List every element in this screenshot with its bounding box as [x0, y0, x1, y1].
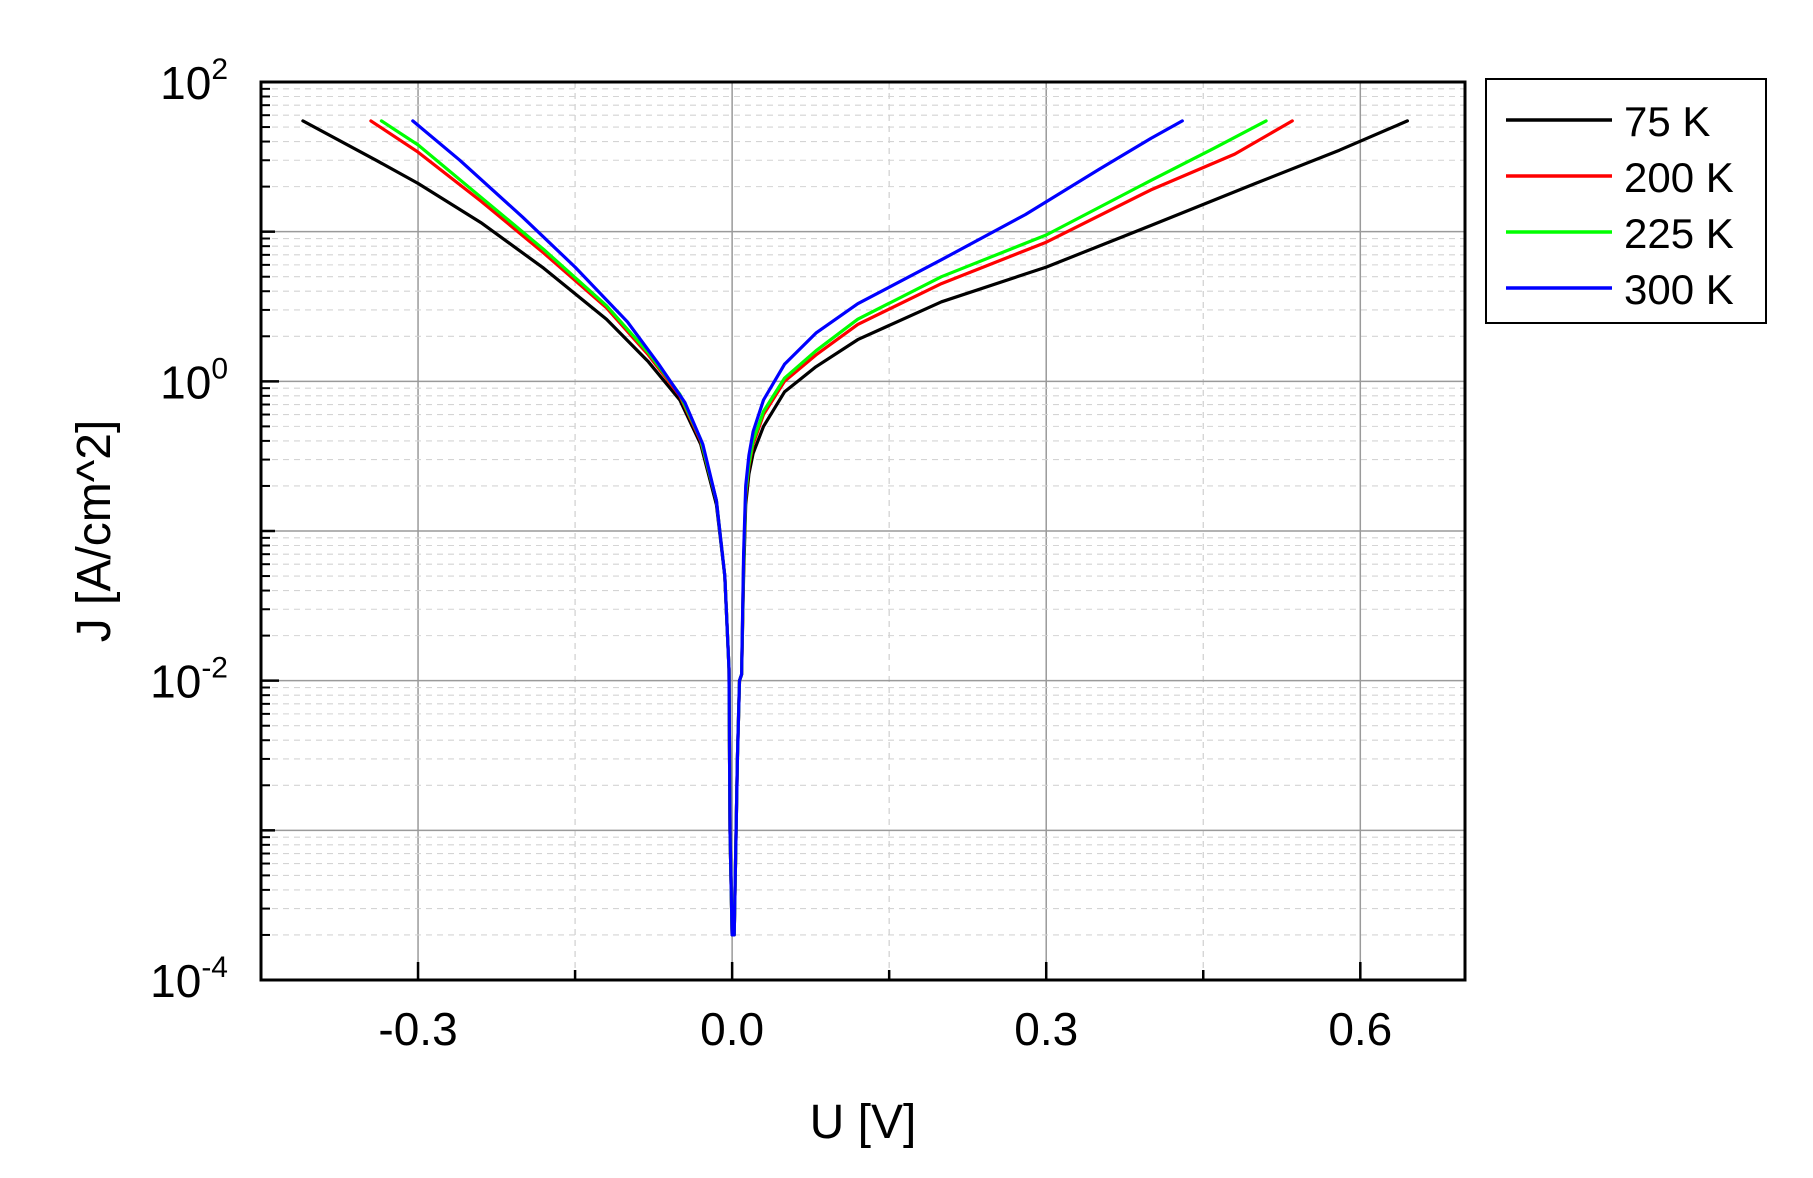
legend-label: 225 K: [1624, 210, 1734, 257]
series-layer: [301, 119, 1410, 937]
series-line-225-k: [379, 119, 1268, 937]
x-tick-label: -0.3: [378, 1003, 457, 1055]
x-tick-label: 0.6: [1328, 1003, 1392, 1055]
series-line-300-k: [411, 119, 1184, 937]
grid-layer: [261, 82, 1465, 980]
y-tick-label: 102: [160, 53, 228, 109]
legend: 75 K 200 K 225 K 300 K: [1485, 78, 1767, 324]
tick-layer: [261, 80, 1362, 982]
x-axis-label: U [V]: [810, 1096, 917, 1149]
y-tick-exponent: -2: [201, 652, 228, 685]
y-tick-label: 10-2: [150, 652, 228, 708]
legend-label: 75 K: [1624, 98, 1710, 145]
y-axis-label: J [A/cm^2]: [68, 420, 121, 643]
y-tick-label: 100: [160, 352, 228, 408]
y-tick-base: 10: [160, 57, 211, 109]
x-tick-label: 0.3: [1014, 1003, 1078, 1055]
legend-label: 300 K: [1624, 266, 1734, 313]
y-tick-base: 10: [150, 656, 201, 708]
y-tick-exponent: 0: [211, 352, 228, 385]
legend-label: 200 K: [1624, 154, 1734, 201]
y-tick-exponent: 2: [211, 53, 228, 86]
series-line-75-k: [301, 119, 1410, 937]
x-tick-label: 0.0: [700, 1003, 764, 1055]
y-tick-base: 10: [150, 955, 201, 1007]
y-tick-exponent: -4: [201, 951, 228, 984]
y-tick-base: 10: [160, 356, 211, 408]
y-tick-label: 10-4: [150, 951, 228, 1007]
